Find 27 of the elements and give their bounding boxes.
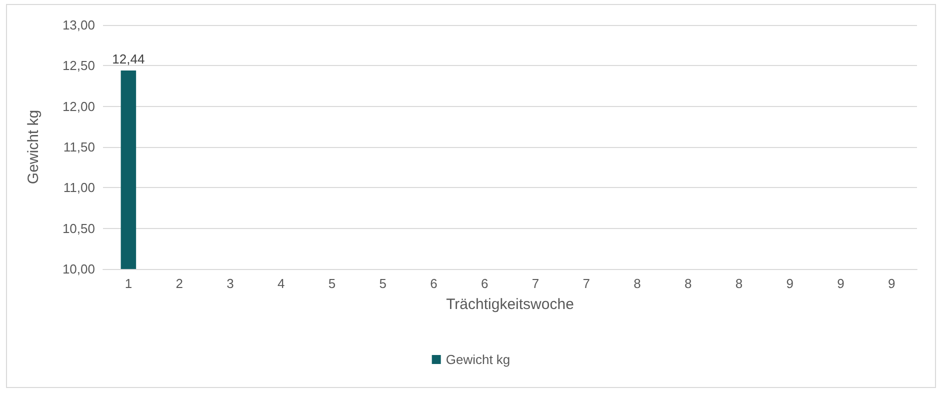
- y-tick-label: 10,00: [62, 262, 95, 276]
- y-tick-label: 12,00: [62, 98, 95, 114]
- x-tick-label: 5: [379, 276, 386, 291]
- x-tick-label: 1: [124, 276, 132, 291]
- x-tick-label: 6: [480, 276, 488, 291]
- x-tick-label: 8: [684, 276, 692, 291]
- x-axis-title: Trächtigkeitswoche: [446, 296, 574, 313]
- x-tick-label: 3: [226, 276, 234, 291]
- x-tick-label: 7: [582, 276, 590, 291]
- x-tick-label: 6: [430, 276, 438, 291]
- x-tick-label: 9: [837, 276, 844, 291]
- x-tick-label: 2: [176, 276, 183, 291]
- x-tick-label: 9: [888, 276, 896, 291]
- y-tick-label: 10,50: [62, 220, 95, 236]
- x-tick-label: 8: [735, 276, 743, 291]
- x-tick-label: 4: [277, 276, 285, 291]
- x-tick-label: 9: [786, 276, 794, 291]
- x-tick-label: 5: [328, 276, 336, 291]
- data-label: 12,44: [112, 52, 145, 67]
- y-tick-label: 13,00: [62, 18, 95, 32]
- y-axis-title: Gewicht kg: [25, 110, 42, 184]
- y-tick-label: 12,50: [62, 58, 95, 74]
- x-tick-label: 8: [634, 276, 641, 291]
- x-tick-label: 7: [532, 276, 540, 291]
- legend-label: Gewicht kg: [446, 352, 510, 367]
- y-tick-label: 11,00: [63, 180, 95, 196]
- y-tick-label: 11,50: [63, 140, 95, 154]
